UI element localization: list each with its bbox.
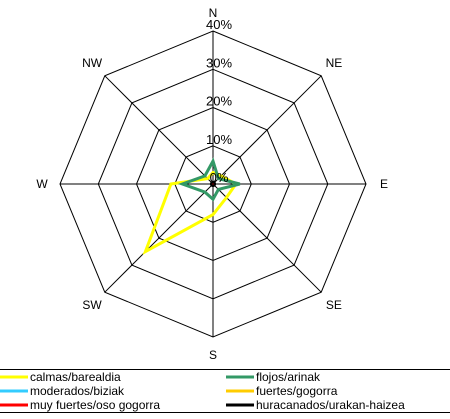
legend-label: fuertes/gogorra [256, 384, 338, 398]
direction-label-ne: NE [326, 56, 343, 70]
direction-label-sw: SW [82, 298, 102, 312]
legend-label: huracanados/urakan-haizea [256, 398, 405, 412]
direction-labels: N NE E SE S SW W NW [36, 6, 388, 362]
ring-label: 30% [206, 55, 232, 70]
ring-label: 40% [206, 17, 232, 32]
ring-label: 0% [210, 170, 229, 185]
legend-label: moderados/biziak [30, 384, 125, 398]
spoke-nw [104, 75, 214, 185]
spoke-se [212, 183, 322, 293]
ring-label: 10% [206, 132, 232, 147]
series-line-5 [211, 182, 215, 186]
spoke-sw [104, 183, 214, 293]
legend-label: flojos/arinak [256, 370, 321, 384]
series-layer [142, 157, 241, 255]
direction-label-e: E [380, 177, 388, 191]
ring-labels: 0% 10% 20% 30% 40% [206, 17, 232, 185]
legend-label: calmas/barealdia [30, 370, 121, 384]
spoke-ne [212, 75, 322, 185]
series-line-2 [177, 157, 241, 202]
direction-label-nw: NW [82, 56, 103, 70]
legend: calmas/barealdia flojos/arinak moderados/b… [0, 369, 450, 413]
direction-label-se: SE [326, 298, 342, 312]
direction-label-s: S [209, 348, 217, 362]
direction-label-n: N [209, 6, 218, 20]
direction-label-w: W [36, 177, 48, 191]
ring-label: 20% [206, 94, 232, 109]
series-line-6 [209, 180, 217, 188]
legend-label: muy fuertes/oso gogorra [30, 398, 160, 412]
